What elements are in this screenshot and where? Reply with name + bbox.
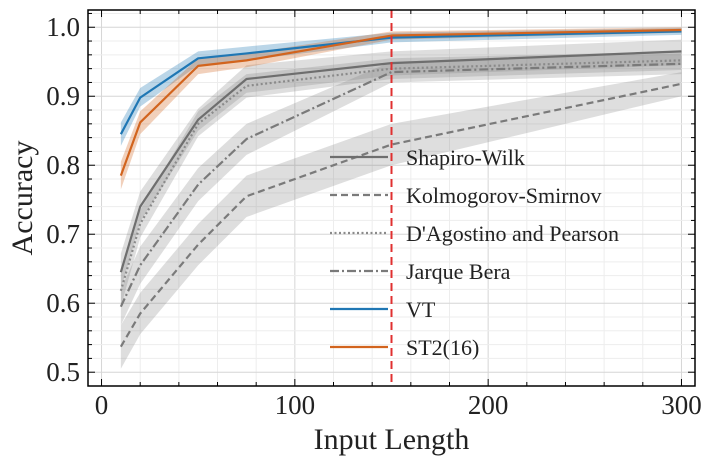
- x-tick-label: 0: [95, 390, 109, 420]
- legend-label: Shapiro-Wilk: [406, 145, 525, 170]
- line-st2-16-: [119, 28, 682, 176]
- legend-label: VT: [406, 297, 436, 322]
- y-tick-label: 0.9: [46, 81, 80, 111]
- y-tick-label: 0.5: [46, 357, 80, 387]
- series-lines: [119, 28, 682, 348]
- legend-label: ST2(16): [406, 335, 479, 360]
- line-d-agostino-and-pearson: [119, 59, 682, 292]
- x-tick-label: 300: [661, 390, 702, 420]
- x-tick-label: 200: [468, 390, 509, 420]
- legend-label: Kolmogorov-Smirnov: [406, 183, 602, 208]
- x-axis-label: Input Length: [314, 423, 470, 456]
- y-tick-label: 1.0: [46, 12, 80, 42]
- line-shapiro-wilk: [119, 50, 682, 273]
- plot-frame: [87, 9, 696, 387]
- line-vt: [119, 30, 682, 135]
- band-shapiro-wilk: [120, 39, 682, 290]
- line-jarque-bera: [119, 62, 682, 308]
- legend-label: D'Agostino and Pearson: [406, 221, 619, 246]
- axis-ticks: 0 100 200 300 0.5 0.6 0.7 0.8 0.9 1.0: [46, 10, 702, 420]
- y-tick-label: 0.6: [46, 288, 80, 318]
- legend: Shapiro-Wilk Kolmogorov-Smirnov D'Agostino…: [330, 145, 619, 360]
- legend-label: Jarque Bera: [406, 259, 511, 284]
- line-kolmogorov-smirnov: [119, 82, 682, 348]
- y-tick-label: 0.7: [46, 219, 80, 249]
- band-jarque-bera: [120, 53, 682, 326]
- x-tick-label: 100: [275, 390, 316, 420]
- band-kolmogorov-smirnov: [120, 72, 682, 369]
- y-tick-label: 0.8: [46, 150, 80, 180]
- y-axis-label: Accuracy: [6, 141, 39, 256]
